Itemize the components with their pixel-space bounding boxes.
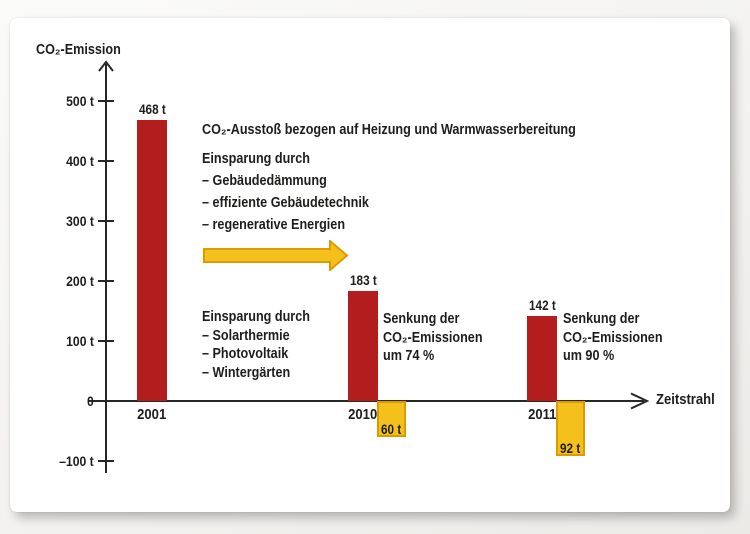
x-category-2010: 2010 (333, 407, 393, 423)
bar-value-2010: 183 t (333, 273, 393, 289)
block-heading: Einsparung durch (202, 308, 326, 327)
list-item: – effiziente Gebäudetechnik (202, 192, 394, 214)
bar-value-text: 183 t (349, 273, 377, 289)
year-text: 2001 (137, 406, 167, 423)
note-line-text: CO₂-Emissionen (383, 329, 483, 346)
y-tick-label-300: 300 t (30, 213, 94, 229)
savings-structural-block: Einsparung durch – Gebäudedämmung – effi… (202, 148, 394, 236)
bar-value-text: 60 t (381, 422, 402, 437)
list-item-text: – Solarthermie (202, 327, 290, 344)
note-line-text: um 90 % (563, 348, 615, 365)
list-item-text: – regenerative Energien (202, 217, 346, 233)
bar-value-2011-savings: 92 t (560, 441, 600, 457)
chart-subtitle: CO₂-Ausstoß bezogen auf Heizung und Warm… (202, 122, 632, 138)
note-line: um 74 % (383, 347, 497, 366)
y-tick-text: 300 t (66, 213, 94, 229)
x-axis-arrowhead-icon (630, 392, 650, 410)
list-item: – Photovoltaik (202, 345, 326, 364)
bar-2010-emission (348, 291, 378, 401)
bar-value-text: 142 t (528, 297, 556, 313)
reduction-2011-note: Senkung der CO₂-Emissionen um 90 % (563, 310, 677, 366)
note-line-text: CO₂-Emissionen (563, 329, 663, 346)
y-tick-label-200: 200 t (30, 273, 94, 289)
bar-2001-emission (137, 120, 167, 401)
y-tick-label-500: 500 t (30, 93, 94, 109)
bar-2011-savings (556, 401, 585, 457)
note-line: Senkung der (563, 310, 677, 329)
y-axis-title-text: CO₂-Emission (36, 42, 121, 58)
note-line: CO₂-Emissionen (383, 329, 497, 348)
chart-subtitle-text: CO₂-Ausstoß bezogen auf Heizung und Warm… (202, 122, 576, 138)
block-heading-text: Einsparung durch (202, 309, 310, 325)
note-line-text: Senkung der (383, 311, 460, 327)
list-item-text: – Gebäudedämmung (202, 173, 327, 189)
x-category-2001: 2001 (122, 407, 182, 423)
bar-value-2001: 468 t (122, 102, 182, 118)
y-tick-text: 500 t (66, 93, 94, 109)
note-line: CO₂-Emissionen (563, 329, 677, 348)
x-axis-title-text: Zeitstrahl (656, 391, 715, 408)
bar-value-text: 92 t (560, 441, 581, 457)
bar-value-2010-savings: 60 t (381, 422, 421, 438)
y-tick-label-400: 400 t (30, 153, 94, 169)
reduction-2010-note: Senkung der CO₂-Emissionen um 74 % (383, 310, 497, 366)
y-tick-text: 400 t (66, 153, 94, 169)
list-item: – Solarthermie (202, 327, 326, 346)
bar-value-text: 468 t (138, 102, 166, 118)
y-tick-text: –100 t (59, 453, 94, 469)
y-tick-text: 100 t (66, 333, 94, 349)
list-item-text: – Wintergärten (202, 364, 291, 381)
block-heading-text: Einsparung durch (202, 151, 310, 167)
bar-value-2011: 142 t (512, 298, 572, 314)
note-line-text: Senkung der (563, 311, 640, 327)
list-item-text: – effiziente Gebäudetechnik (202, 195, 369, 211)
block-heading: Einsparung durch (202, 148, 394, 170)
y-axis-tick-marks (98, 100, 114, 462)
y-tick-label-100: 100 t (30, 333, 94, 349)
note-line: Senkung der (383, 310, 497, 329)
note-line: um 90 % (563, 347, 677, 366)
year-text: 2010 (348, 406, 378, 423)
savings-renewable-block: Einsparung durch – Solarthermie – Photov… (202, 308, 326, 382)
list-item: – Gebäudedämmung (202, 170, 394, 192)
timeline-arrow-icon (203, 240, 349, 271)
y-tick-text: 0 (87, 393, 94, 409)
chart-card: CO₂-Emission Zeitstrahl 500 t 400 t 300 … (10, 18, 730, 512)
x-category-2011: 2011 (512, 407, 572, 423)
y-tick-text: 200 t (66, 273, 94, 289)
list-item: – Wintergärten (202, 364, 326, 383)
list-item-text: – Photovoltaik (202, 346, 289, 363)
note-line-text: um 74 % (383, 348, 435, 365)
y-axis-arrowhead-icon (98, 60, 114, 72)
y-tick-label-0: 0 (30, 393, 94, 409)
bar-2010-savings (377, 401, 406, 437)
y-axis-title: CO₂-Emission (36, 42, 134, 58)
list-item: – regenerative Energien (202, 214, 394, 236)
year-text: 2011 (527, 406, 557, 423)
y-tick-label-minus100: –100 t (30, 453, 94, 469)
bar-2011-emission (527, 315, 557, 401)
x-axis-title: Zeitstrahl (656, 392, 724, 408)
axes (88, 60, 650, 473)
